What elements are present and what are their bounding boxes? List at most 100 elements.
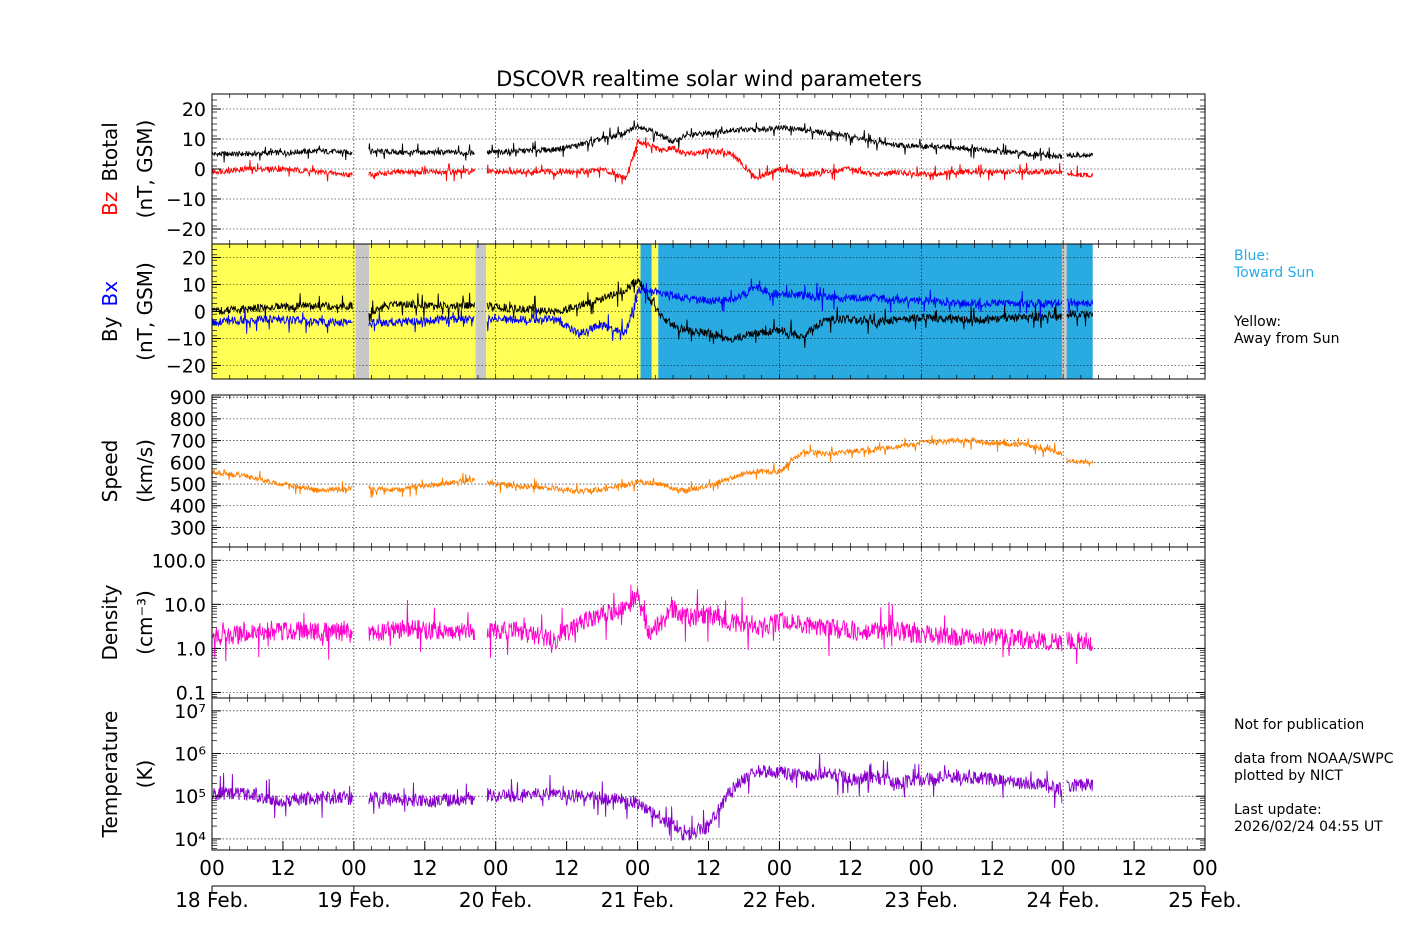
ylabel-word: Speed [98, 440, 122, 503]
series-temperature [211, 753, 1094, 842]
sector-nodata-8 [1061, 244, 1067, 379]
xtick-hour-0: 00 [199, 856, 224, 880]
xtick-hour-7: 12 [696, 856, 721, 880]
sector-away-6 [651, 244, 659, 379]
ytick-density-2: 10.0 [164, 594, 206, 616]
data-source: data from NOAA/SWPC [1234, 751, 1394, 767]
ytick-speed-5: 800 [170, 409, 206, 431]
series-bz [211, 137, 1094, 185]
legend-blue: Blue: Toward Sun [1234, 248, 1314, 282]
yunit-temperature: (K) [133, 760, 157, 789]
plotted-by: plotted by NICT [1234, 768, 1343, 784]
series-bx [211, 278, 1094, 342]
legend-blue-label: Blue: [1234, 248, 1270, 264]
xtick-date-4: 22 Feb. [743, 888, 817, 912]
last-update-label: Last update: [1234, 802, 1322, 818]
xtick-hour-9: 12 [838, 856, 863, 880]
ytick-imf-3: 10 [182, 275, 206, 297]
ytick-speed-2: 500 [170, 474, 206, 496]
ytick-mag-1: −10 [166, 189, 206, 211]
ytick-imf-0: −20 [166, 356, 206, 378]
series-btotal [211, 120, 1094, 163]
panel-density: 0.1 1.0 10.0 100.0 Density (cm⁻³) [98, 546, 1206, 704]
legend-yellow: Yellow: Away from Sun [1234, 314, 1339, 348]
sector-nodata-3 [475, 244, 487, 379]
yunit-density: (cm⁻³) [133, 590, 157, 655]
xtick-hour-11: 12 [979, 856, 1004, 880]
ytick-speed-1: 400 [170, 496, 206, 518]
ytick-speed-0: 300 [170, 517, 206, 539]
ytick-temperature-1: 10⁵ [174, 786, 206, 808]
time-axis: 00 12 00 12 00 12 00 12 00 12 00 12 00 12 00 18 Feb. 19 … [175, 841, 1242, 912]
xtick-hour-1: 12 [270, 856, 295, 880]
last-update-value: 2026/02/24 04:55 UT [1234, 819, 1383, 835]
series-by [211, 277, 1094, 348]
ylabel-word: Temperature [98, 711, 122, 839]
not-for-publication: Not for publication [1234, 717, 1365, 733]
ytick-speed-4: 700 [170, 431, 206, 453]
ylabel-imf: By Bx [98, 281, 122, 342]
ytick-imf-2: 0 [194, 302, 206, 324]
minor-ticks-speed [211, 394, 1206, 548]
ytick-speed-3: 600 [170, 452, 206, 474]
ytick-density-1: 1.0 [176, 638, 206, 660]
ylabel-word: By [98, 316, 122, 342]
ylabel-word: Bx [98, 281, 122, 317]
legend-yellow-desc: Away from Sun [1234, 331, 1340, 347]
xtick-hour-2: 00 [341, 856, 366, 880]
xtick-hour-6: 00 [625, 856, 650, 880]
sector-nodata-1 [355, 244, 370, 379]
panel-mag: −20 −10 0 10 20 Bz Btotal (nT, GSM) [98, 93, 1206, 245]
xtick-hour-5: 12 [554, 856, 579, 880]
ytick-mag-0: −20 [166, 219, 206, 241]
xtick-date-0: 18 Feb. [175, 888, 249, 912]
ylabel-speed: Speed [98, 440, 122, 503]
xtick-date-1: 19 Feb. [317, 888, 391, 912]
series-density [211, 584, 1094, 665]
yunit-mag: (nT, GSM) [133, 120, 157, 219]
xtick-hour-4: 00 [483, 856, 508, 880]
xtick-date-7: 25 Feb. [1168, 888, 1242, 912]
ytick-density-3: 100.0 [152, 550, 206, 572]
ytick-density-0: 0.1 [176, 682, 206, 704]
legend-yellow-label: Yellow: [1234, 314, 1282, 330]
ytick-mag-3: 10 [182, 129, 206, 151]
xtick-hour-8: 00 [767, 856, 792, 880]
publication-note: Not for publication data from NOAA/SWPC … [1234, 717, 1393, 836]
ytick-imf-4: 20 [182, 248, 206, 270]
ylabel-density: Density [98, 584, 122, 660]
xtick-hour-3: 12 [412, 856, 437, 880]
yunit-speed: (km/s) [133, 439, 157, 503]
xtick-date-2: 20 Feb. [459, 888, 533, 912]
ytick-imf-1: −10 [166, 329, 206, 351]
xtick-date-6: 24 Feb. [1026, 888, 1100, 912]
ytick-temperature-3: 10⁷ [174, 701, 206, 723]
chart-title: DSCOVR realtime solar wind parameters [496, 67, 922, 91]
xtick-hour-13: 12 [1121, 856, 1146, 880]
minor-ticks-imf [211, 243, 1206, 380]
chart-panels: −20 −10 0 10 20 Bz Btotal (nT, GSM) −20 −10 0 10 20… [98, 93, 1206, 851]
ytick-speed-6: 900 [170, 387, 206, 409]
ytick-temperature-0: 10⁴ [174, 829, 206, 851]
ylabel-temperature: Temperature [98, 711, 122, 839]
panel-temperature: 10⁴ 10⁵ 10⁶ 10⁷ Temperature (K) [98, 697, 1206, 851]
xtick-hour-10: 00 [909, 856, 934, 880]
xtick-hour-12: 00 [1050, 856, 1075, 880]
ytick-temperature-2: 10⁶ [174, 744, 206, 766]
ytick-mag-4: 20 [182, 99, 206, 121]
series-speed [211, 435, 1094, 499]
ylabel-mag: Bz Btotal [98, 122, 122, 216]
ylabel-word: Density [98, 584, 122, 660]
xtick-date-5: 23 Feb. [884, 888, 958, 912]
xtick-date-3: 21 Feb. [601, 888, 675, 912]
panel-imf: −20 −10 0 10 20 By Bx (nT, GSM) [98, 243, 1206, 380]
ylabel-word: Bz [98, 192, 122, 216]
legend-blue-desc: Toward Sun [1234, 265, 1315, 281]
yunit-imf: (nT, GSM) [133, 262, 157, 361]
ylabel-word: Btotal [98, 122, 122, 191]
frame-speed [211, 394, 1206, 548]
xtick-hour-14: 00 [1192, 856, 1217, 880]
ytick-mag-2: 0 [194, 159, 206, 181]
